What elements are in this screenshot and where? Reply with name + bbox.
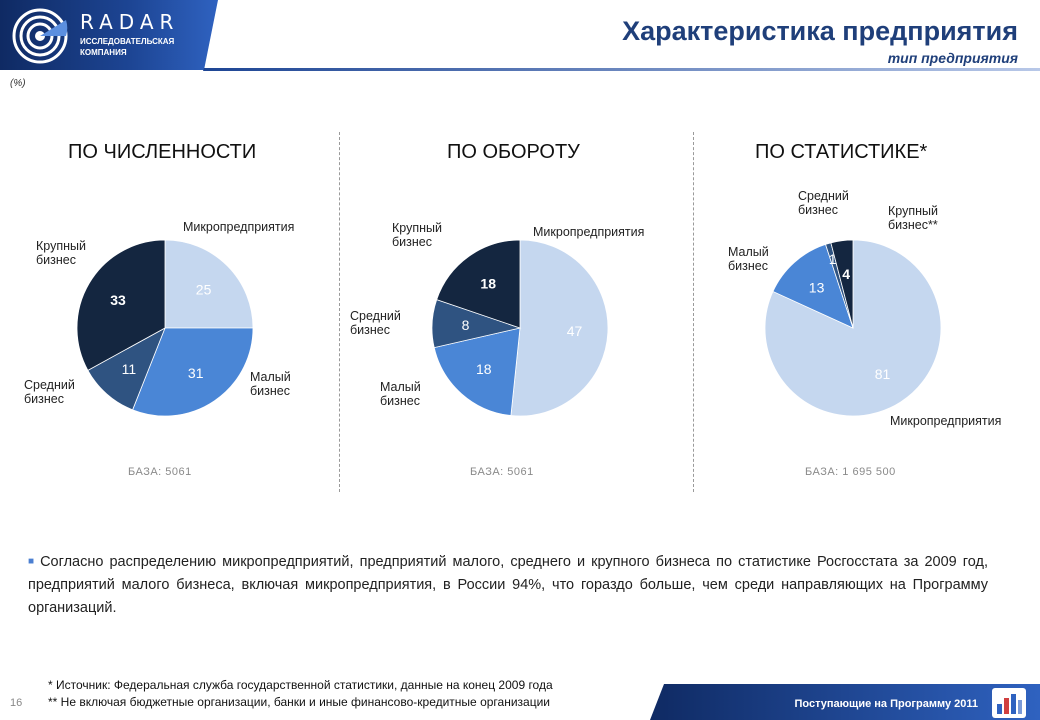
pie-slice <box>436 239 521 329</box>
pie-category-label: Микропредприятия <box>533 225 644 239</box>
chart-title-statistics: ПО СТАТИСТИКЕ* <box>755 141 928 163</box>
pie-category-label: Средний бизнес <box>798 189 849 217</box>
pie-value-label: 33 <box>110 292 126 308</box>
summary-note-text: Согласно распределению микропредприятий,… <box>28 554 988 616</box>
pie-value-label: 8 <box>462 317 470 333</box>
company-logo: RADAR ИССЛЕДОВАТЕЛЬСКАЯ КОМПАНИЯ <box>0 0 220 72</box>
pie-slice <box>76 239 166 371</box>
pie-category-label: Крупный бизнес <box>36 239 86 267</box>
pie-slice <box>433 327 521 416</box>
brand-name: RADAR <box>80 10 180 34</box>
pie-value-label: 1 <box>829 251 837 267</box>
pie-slice <box>772 243 854 329</box>
pie-slice <box>764 239 942 417</box>
pie-value-label: 47 <box>567 323 583 339</box>
chart-title-headcount: ПО ЧИСЛЕННОСТИ <box>68 141 257 163</box>
chart-title-turnover: ПО ОБОРОТУ <box>447 141 580 163</box>
page-subtitle: тип предприятия <box>887 50 1018 66</box>
panel-divider <box>693 132 694 492</box>
footer-bar <box>650 684 1040 720</box>
unit-note: (%) <box>10 78 26 89</box>
pie-category-label: Средний бизнес <box>350 309 401 337</box>
pie-value-label: 18 <box>476 361 492 377</box>
pie-value-label: 81 <box>875 366 891 382</box>
bullet-icon: ■ <box>28 556 37 567</box>
pie-category-label: Крупный бизнес** <box>888 204 938 232</box>
pie-category-label: Малый бизнес <box>250 370 291 398</box>
base-label-statistics: БАЗА: 1 695 500 <box>805 466 896 478</box>
page-title: Характеристика предприятия <box>622 16 1018 46</box>
radar-logo-icon <box>12 8 68 64</box>
summary-note: ■ Согласно распределению микропредприятий… <box>28 550 988 620</box>
pie-value-label: 31 <box>188 365 204 381</box>
pie-value-label: 4 <box>842 266 850 282</box>
chart-icon <box>992 688 1026 718</box>
pie-value-label: 25 <box>196 281 212 297</box>
pie-category-label: Микропредприятия <box>890 414 1001 428</box>
pie-slice <box>510 239 609 417</box>
pie-category-label: Микропредприятия <box>183 220 294 234</box>
pie-category-label: Крупный бизнес <box>392 221 442 249</box>
base-label-headcount: БАЗА: 5061 <box>128 466 192 478</box>
brand-subtitle: ИССЛЕДОВАТЕЛЬСКАЯ КОМПАНИЯ <box>80 37 175 57</box>
panel-divider <box>339 132 340 492</box>
pie-category-label: Малый бизнес <box>728 245 769 273</box>
pie-slice <box>132 327 254 417</box>
pie-value-label: 11 <box>122 361 137 377</box>
pie-slice <box>830 239 854 329</box>
footer-text: Поступающие на Программу 2011 <box>794 698 979 710</box>
pie-value-label: 13 <box>809 279 825 295</box>
pie-category-label: Средний бизнес <box>24 378 75 406</box>
base-label-turnover: БАЗА: 5061 <box>470 466 534 478</box>
footnote-source: * Источник: Федеральная служба государст… <box>48 678 553 692</box>
header-bar <box>0 0 1040 71</box>
pie-slice <box>164 239 254 329</box>
page-number: 16 <box>10 697 23 709</box>
pie-value-label: 18 <box>480 276 496 292</box>
pie-category-label: Малый бизнес <box>380 380 421 408</box>
footnote-exclusions: ** Не включая бюджетные организации, бан… <box>48 695 550 709</box>
